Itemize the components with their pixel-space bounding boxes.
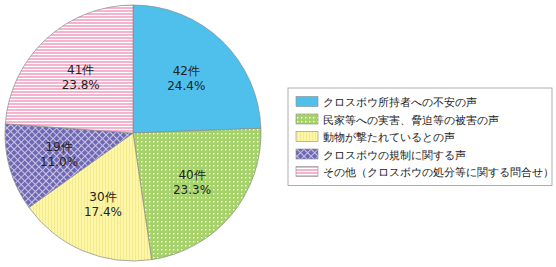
- legend-label: その他（クロスボウの処分等に関する問合せ）: [323, 166, 554, 179]
- pie-slice: [133, 5, 261, 133]
- legend-swatch: [296, 132, 318, 142]
- data-label-count: 19件: [45, 140, 72, 154]
- legend-swatch: [296, 114, 318, 124]
- legend-label: 動物が撃たれているとの声: [323, 131, 455, 143]
- chart-svg: 42件24.4% 40件23.3% 30件17.4% 19件11.0% 41件23.8%…: [0, 0, 556, 267]
- data-label-count: 40件: [178, 168, 205, 182]
- data-label-count: 42件: [173, 64, 200, 78]
- data-label-count: 30件: [89, 190, 116, 204]
- legend-label: クロスボウ所持者への不安の声: [323, 96, 477, 108]
- pie-slice: [5, 124, 133, 208]
- data-labels: 42件24.4% 40件23.3% 30件17.4% 19件11.0% 41件23.8%: [40, 63, 211, 219]
- data-label-percent: 11.0%: [40, 155, 78, 169]
- legend-swatch: [296, 167, 318, 177]
- data-label-count: 41件: [67, 63, 94, 77]
- data-label-percent: 23.3%: [173, 183, 211, 197]
- chart-container: 42件24.4% 40件23.3% 30件17.4% 19件11.0% 41件23.8%…: [0, 0, 556, 267]
- pie: [5, 5, 261, 261]
- pie-slice: [133, 128, 261, 259]
- data-label-percent: 23.8%: [62, 78, 100, 92]
- legend-swatch: [296, 97, 318, 107]
- legend-label: 民家等への実害、脅迫等の被害の声: [323, 114, 499, 126]
- legend-swatch: [296, 149, 318, 159]
- legend: クロスボウ所持者への不安の声民家等への実害、脅迫等の被害の声動物が撃たれていると…: [288, 88, 554, 186]
- data-label-percent: 17.4%: [84, 205, 122, 219]
- data-label-percent: 24.4%: [167, 79, 205, 93]
- legend-label: クロスボウの規制に関する声: [323, 149, 466, 162]
- pie-slice: [5, 5, 133, 133]
